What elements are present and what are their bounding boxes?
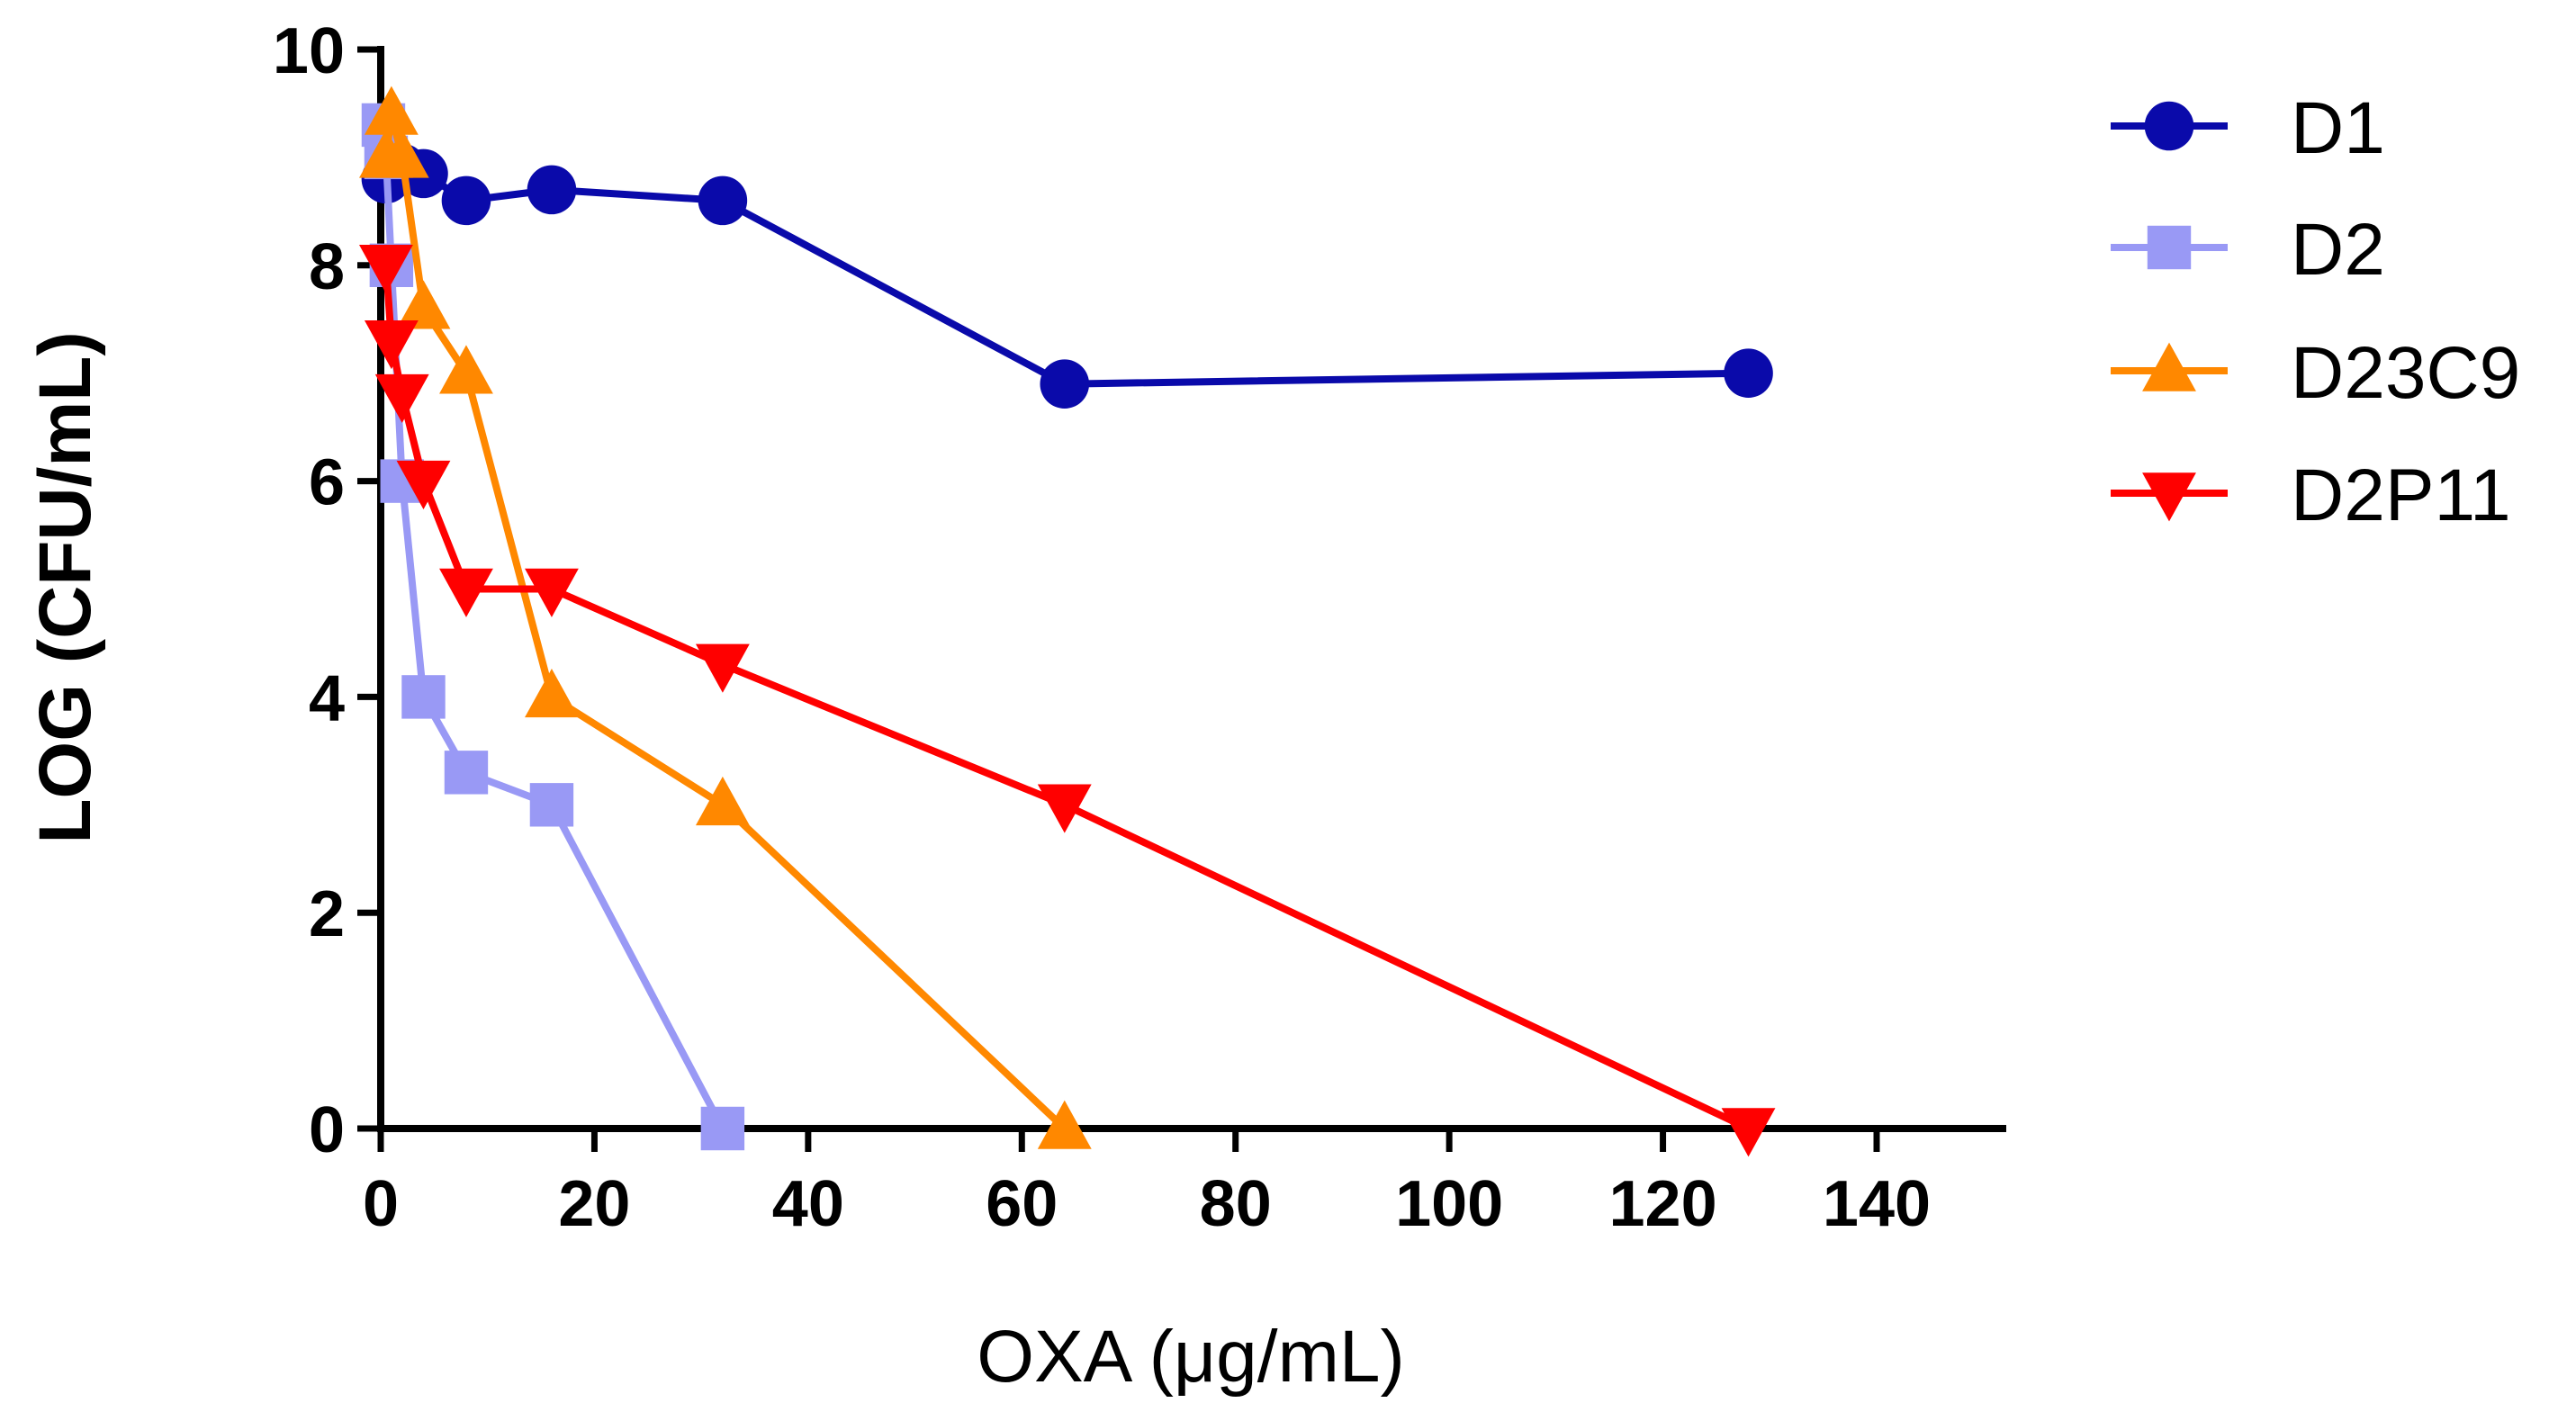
- data-point: [1037, 1100, 1092, 1149]
- data-point: [1040, 359, 1090, 409]
- y-tick-label: 2: [309, 878, 345, 950]
- data-point: [529, 783, 574, 827]
- data-point: [364, 85, 419, 135]
- series-line: [379, 124, 726, 1130]
- data-point: [441, 175, 491, 226]
- data-point: [364, 319, 419, 370]
- legend-item-d23c9: D23C9: [2111, 332, 2520, 414]
- x-tick-label: 40: [772, 1168, 844, 1240]
- series-line: [382, 110, 1067, 1131]
- legend: D1 D2 D23C9 D2P11: [2111, 87, 2520, 536]
- data-point: [444, 751, 489, 795]
- legend-marker: [2144, 101, 2194, 151]
- data-point: [1724, 348, 1773, 398]
- series-layer: [359, 85, 1776, 1157]
- data-point: [525, 669, 579, 718]
- x-tick-label: 120: [1609, 1168, 1717, 1240]
- x-tick-label: 80: [1200, 1168, 1272, 1240]
- data-point: [374, 129, 429, 178]
- x-tick-label: 100: [1395, 1168, 1503, 1240]
- y-tick-label: 0: [309, 1094, 345, 1166]
- data-point: [396, 460, 451, 509]
- legend-marker: [2147, 225, 2192, 270]
- legend-item-d1: D1: [2111, 87, 2385, 169]
- legend-label: D2P11: [2291, 454, 2511, 536]
- x-axis-title: OXA (μg/mL): [977, 1316, 1405, 1398]
- data-point: [1721, 1108, 1776, 1157]
- data-point: [527, 165, 577, 215]
- legend-label: D2: [2291, 209, 2385, 291]
- series-d1: [361, 143, 1773, 409]
- legend-item-d2: D2: [2111, 209, 2385, 291]
- y-tick-label: 4: [309, 662, 345, 734]
- legend-label: D1: [2291, 87, 2385, 169]
- data-point: [1037, 784, 1092, 833]
- data-point: [359, 245, 413, 294]
- y-tick-label: 10: [273, 15, 345, 87]
- x-tick-label: 0: [363, 1168, 399, 1240]
- y-axis-title: LOG (CFU/mL): [24, 331, 106, 843]
- y-tick-label: 8: [309, 231, 345, 303]
- legend-label: D23C9: [2291, 332, 2520, 414]
- legend-marker: [2142, 472, 2196, 522]
- legend-item-d2p11: D2P11: [2111, 454, 2511, 536]
- x-tick-label: 20: [558, 1168, 630, 1240]
- data-point: [695, 643, 750, 693]
- data-point: [695, 776, 750, 826]
- y-tick-label: 6: [309, 447, 345, 519]
- data-point: [700, 1106, 745, 1151]
- data-point: [396, 280, 451, 329]
- data-point: [698, 175, 748, 226]
- series-line: [383, 164, 1749, 388]
- series-d2p11: [359, 245, 1776, 1157]
- x-tick-label: 60: [986, 1168, 1058, 1240]
- axes: 0 20 40 60 80 100 120 140 0 2 4 6 8 10: [273, 15, 2006, 1240]
- legend-marker: [2142, 342, 2196, 391]
- x-tick-label: 140: [1823, 1168, 1931, 1240]
- data-point: [439, 345, 493, 394]
- data-point: [401, 675, 446, 719]
- data-point: [374, 373, 429, 424]
- data-point: [525, 568, 579, 617]
- series-d23c9: [359, 85, 1092, 1149]
- data-point: [439, 568, 493, 617]
